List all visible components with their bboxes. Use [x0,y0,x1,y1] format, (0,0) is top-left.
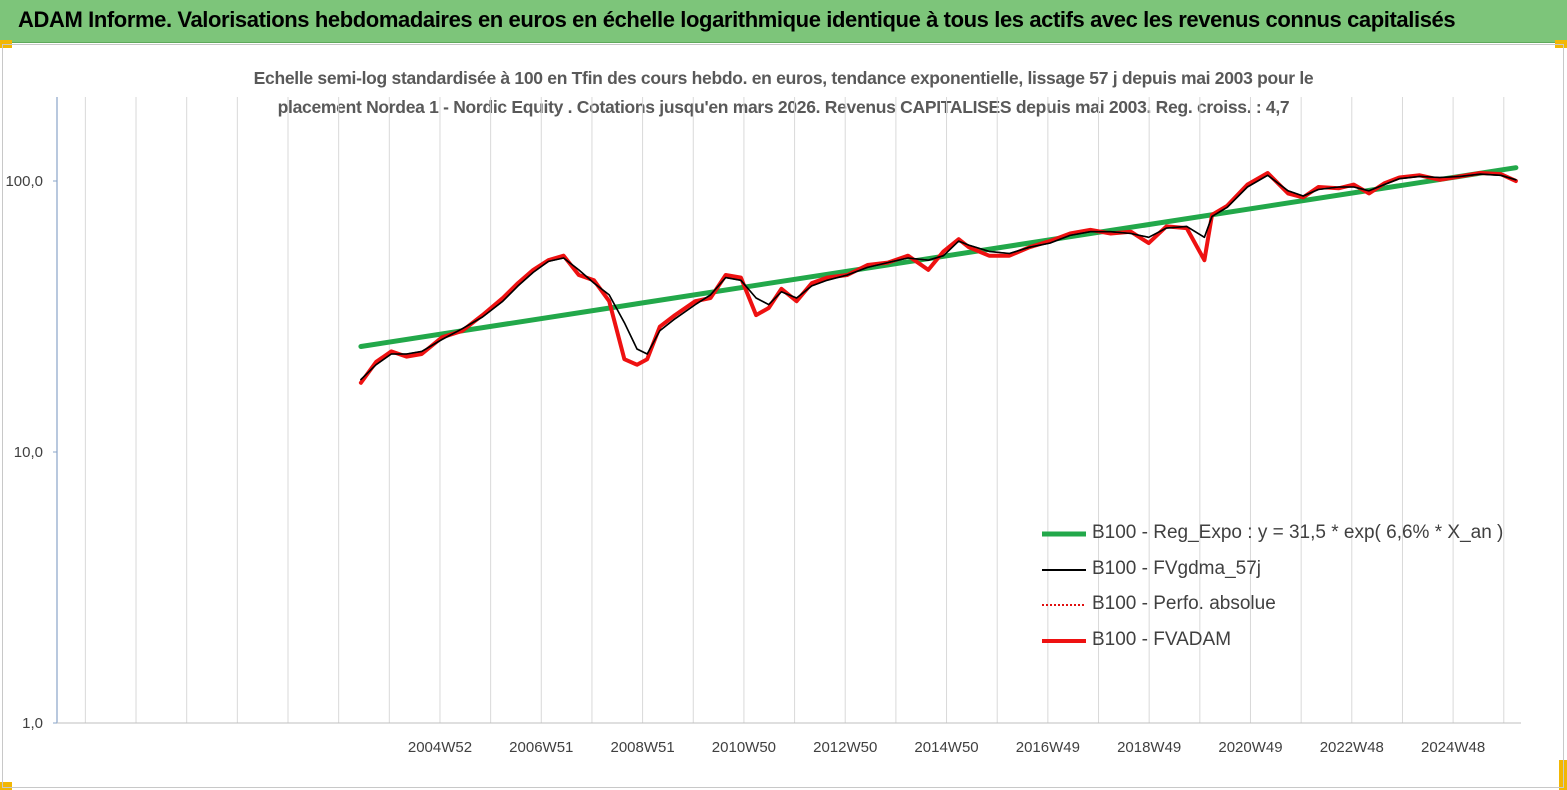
x-tick-label: 2018W49 [1117,739,1181,756]
x-tick-label: 2012W50 [813,739,877,756]
x-tick-label: 2008W51 [610,739,674,756]
chart-area [2,44,1564,788]
chart-title-line-1: Echelle semi-log standardisée à 100 en T… [253,68,1314,88]
legend-item-fvadam: B100 - FVADAM [1040,629,1231,653]
legend-swatch-fvgdma [1042,569,1086,571]
legend-label-perfo: B100 - Perfo. absolue [1092,593,1276,614]
series-line-1 [360,173,1517,381]
legend-item-fvgdma: B100 - FVgdma_57j [1040,558,1261,582]
x-tick-label: 2014W50 [914,739,978,756]
x-tick-label: 2004W52 [408,739,472,756]
title-banner: ADAM Informe. Valorisations hebdomadaire… [0,0,1567,43]
chart-title-line-2: placement Nordea 1 - Nordic Equity . Cot… [277,97,1290,117]
corner-marker-bottom-left [0,782,12,790]
y-tick-label: 100,0 [5,173,43,190]
x-tick-label: 2006W51 [509,739,573,756]
x-tick-label: 2020W49 [1218,739,1282,756]
x-tick-label: 2016W49 [1016,739,1080,756]
page-title: ADAM Informe. Valorisations hebdomadaire… [18,7,1456,32]
x-tick-label: 2010W50 [712,739,776,756]
legend-label-regression: B100 - Reg_Expo : y = 31,5 * exp( 6,6% *… [1092,522,1504,543]
legend-item-regression: B100 - Reg_Expo : y = 31,5 * exp( 6,6% *… [1040,522,1503,546]
legend-label-fvgdma: B100 - FVgdma_57j [1092,558,1261,579]
legend-swatch-fvadam [1042,639,1086,643]
legend-swatch-perfo [1042,604,1086,606]
legend-label-fvadam: B100 - FVADAM [1092,629,1232,650]
legend-swatch-regression [1042,531,1086,537]
legend-item-perfo: B100 - Perfo. absolue [1040,593,1276,617]
y-tick-label: 1,0 [22,715,43,732]
series-line-1-overlay [360,173,1517,381]
x-tick-label: 2022W48 [1320,739,1384,756]
x-tick-label: 2024W48 [1421,739,1485,756]
series-line-3 [358,171,1518,385]
y-tick-label: 10,0 [14,444,43,461]
